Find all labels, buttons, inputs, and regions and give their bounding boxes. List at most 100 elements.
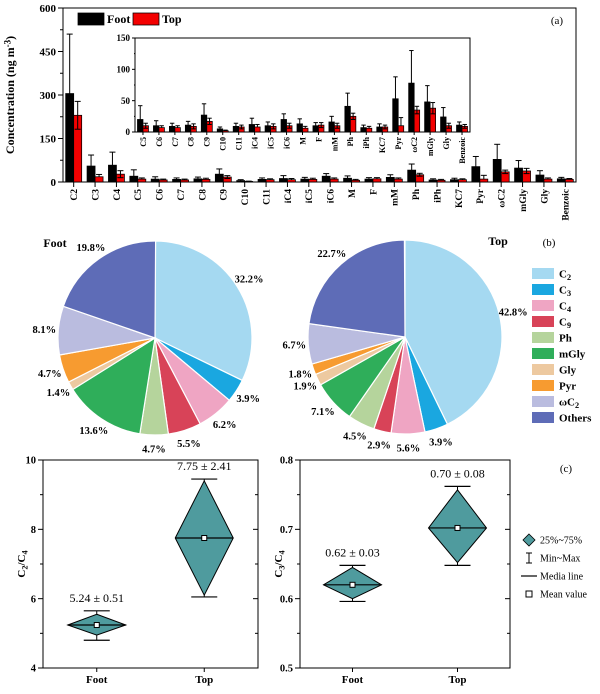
pie-label-C3: 3.9% bbox=[236, 394, 260, 405]
x-tick-label-F: F bbox=[314, 137, 323, 142]
bar-top-C10 bbox=[222, 130, 229, 133]
bar-foot-C7 bbox=[169, 125, 176, 133]
pie-slice-C2 bbox=[404, 239, 503, 426]
x-tick-label-Gly: Gly bbox=[442, 137, 451, 149]
pie-label-mGly: 13.6% bbox=[79, 426, 108, 437]
y-tick-label: 0.6 bbox=[280, 594, 293, 605]
x-tick-label-C9: C9 bbox=[220, 189, 230, 201]
pie-legend-swatch-Pyr bbox=[532, 380, 554, 391]
bar-foot-KC7 bbox=[450, 179, 459, 183]
panel-b-pie-charts: 32.2% 3.9% 6.2% 5.5% 4.7% 13.6% 1.4% 4.7% 8.1% 19… bbox=[33, 234, 593, 455]
bar-top-C7 bbox=[174, 127, 181, 133]
pie-label-Gly: 1.9% bbox=[294, 381, 318, 392]
annotation-top: 0.70 ± 0.08 bbox=[430, 466, 485, 480]
c3c4-plot: 0.5 0.6 0.7 0.8 C3/C4 Foot 0.62 ± 0.03 Top 0.70 … bbox=[273, 456, 511, 686]
stat-legend-label-1: Min~Max bbox=[540, 554, 580, 565]
bar-top-C3 bbox=[94, 176, 104, 183]
x-tick-label-iC5: iC5 bbox=[266, 137, 275, 149]
pie-slice-Others bbox=[308, 239, 406, 338]
x-tick-label-C5: C5 bbox=[139, 137, 148, 147]
y-tick-label: 0 bbox=[126, 127, 131, 137]
stat-legend-label-2: Media line bbox=[540, 572, 584, 583]
annotation-foot: 0.62 ± 0.03 bbox=[325, 545, 380, 559]
bar-foot-iC4 bbox=[279, 178, 288, 183]
bar-foot-C11 bbox=[257, 179, 267, 183]
c2c4-plot: 4 6 8 10 C2/C4 Foot 5.24 ± 0.51 Top 7.75 ± 2.41 bbox=[16, 456, 259, 686]
bar-foot-C11 bbox=[232, 125, 240, 133]
bar-foot-C10 bbox=[236, 180, 246, 183]
pie-legend-label-C3: C3 bbox=[559, 285, 571, 299]
bar-top-Pyr bbox=[397, 125, 405, 133]
x-tick-label-iC4: iC4 bbox=[251, 137, 260, 149]
y-tick-label: 6 bbox=[31, 594, 36, 605]
pie-label-C4: 5.6% bbox=[397, 443, 421, 454]
bar-top-C6 bbox=[158, 179, 168, 183]
x-tick-label-mM: mM bbox=[391, 189, 401, 206]
y-axis-title: Concentration (ng m-3) bbox=[3, 36, 18, 154]
mean-marker bbox=[349, 581, 356, 588]
bar-foot-F bbox=[364, 178, 374, 183]
pie-legend-label-C2: C2 bbox=[559, 269, 571, 283]
pie-label-Others: 19.8% bbox=[76, 243, 105, 254]
bar-top-M bbox=[351, 179, 360, 183]
group-label-top: Top bbox=[449, 674, 467, 686]
x-tick-label-C5: C5 bbox=[134, 189, 144, 201]
y-tick-label: 150 bbox=[117, 33, 131, 43]
bar-foot-C8 bbox=[193, 178, 203, 183]
pie-top: 42.8% 3.9% 5.6% 2.9%4.5% 7.1% 1.9%1.8% 6.7% 22.… bbox=[282, 234, 527, 454]
x-tick-label-Pyr: Pyr bbox=[476, 188, 486, 204]
x-tick-label-M: M bbox=[298, 137, 307, 145]
pie-label-C3: 3.9% bbox=[429, 438, 453, 449]
x-tick-label-Gly: Gly bbox=[540, 189, 550, 204]
group-label-foot: Foot bbox=[86, 674, 108, 686]
c3c4-plot-y-axis-title: C3/C4 bbox=[273, 550, 287, 577]
legend-foot-swatch bbox=[77, 12, 105, 26]
y-tick-label: 450 bbox=[40, 46, 57, 58]
legend-top-swatch bbox=[132, 12, 160, 26]
pie-slice-C2 bbox=[154, 240, 253, 382]
bar-foot-C6 bbox=[153, 125, 160, 133]
bar-top-Pyr bbox=[479, 178, 489, 183]
main-bar-chart-frame bbox=[62, 7, 577, 183]
panel-c-tag: (c) bbox=[560, 463, 573, 475]
bar-foot-iC4 bbox=[248, 124, 256, 133]
pie-legend-swatch-Others bbox=[532, 412, 554, 423]
x-tick-label-C4: C4 bbox=[113, 189, 123, 201]
pie-label-mGly: 7.1% bbox=[311, 407, 335, 418]
x-tick-label-C7: C7 bbox=[177, 189, 187, 201]
y-tick-label: 0.8 bbox=[280, 456, 293, 467]
bar-top-M bbox=[302, 127, 309, 133]
pie-legend-swatch-wC2 bbox=[532, 396, 554, 407]
pie-legend-label-mGly: mGly bbox=[559, 349, 586, 361]
annotation-top: 7.75 ± 2.41 bbox=[177, 459, 232, 473]
bar-foot-C9 bbox=[214, 173, 224, 183]
bar-foot-M bbox=[343, 177, 352, 183]
pie-legend-swatch-C3 bbox=[532, 284, 554, 295]
pie-legend-swatch-Ph bbox=[532, 332, 554, 343]
x-tick-label-Ph: Ph bbox=[412, 188, 422, 200]
pie-legend-label-Others: Others bbox=[559, 413, 592, 425]
bar-foot-C5 bbox=[137, 119, 144, 133]
x-tick-label-C11: C11 bbox=[262, 189, 272, 205]
pie-legend-label-C9: C9 bbox=[559, 317, 571, 331]
pie-legend-label-C4: C4 bbox=[559, 301, 571, 315]
stat-legend-label-0: 25%~75% bbox=[540, 536, 582, 547]
pie-slice-Others bbox=[62, 240, 157, 339]
x-tick-label-KC7: KC7 bbox=[378, 137, 387, 153]
bar-legend: Foot Top bbox=[77, 12, 182, 26]
x-tick-label-iC6: iC6 bbox=[282, 137, 291, 149]
panel-a-bar-chart: 0 150 300 450 600 C2 C3 C4 C5 C6 C7 C8 C9 C10 C11 iC4 iC… bbox=[3, 3, 577, 221]
x-tick-label-M: M bbox=[348, 189, 358, 198]
bar-top-C8 bbox=[201, 179, 211, 183]
x-tick-label-Benzoic: Benzoic bbox=[458, 137, 467, 164]
pie-label-wC2: 6.7% bbox=[282, 341, 306, 352]
mean-marker bbox=[454, 524, 461, 531]
bar-foot-mM bbox=[385, 176, 395, 183]
x-tick-label-Pyr: Pyr bbox=[394, 137, 403, 150]
bar-top-Gly bbox=[543, 178, 553, 183]
x-tick-label-C3: C3 bbox=[91, 189, 101, 201]
x-tick-label-KC7: KC7 bbox=[455, 189, 465, 208]
bar-top-iC4 bbox=[254, 126, 261, 133]
pie-legend-swatch-C2 bbox=[532, 268, 554, 279]
